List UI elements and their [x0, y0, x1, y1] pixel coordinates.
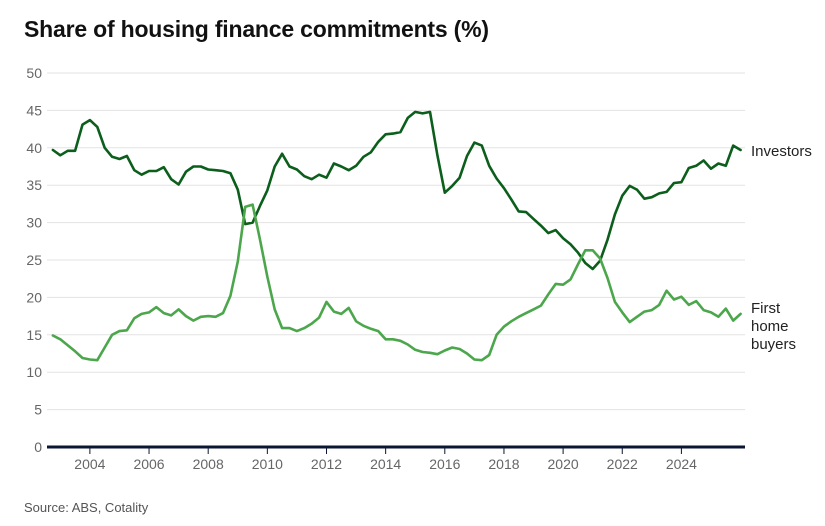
gridlines: [47, 72, 745, 449]
series-label-line: home: [751, 318, 789, 335]
series-label-line: Investors: [751, 143, 812, 160]
y-tick-label-25: 25: [26, 252, 42, 268]
y-tick-label-50: 50: [26, 65, 42, 81]
y-tick-label-30: 30: [26, 215, 42, 231]
series-label-line: buyers: [751, 336, 796, 353]
series-label-line: First: [751, 300, 781, 317]
x-tick-label-2020: 2020: [548, 456, 579, 472]
chart-title: Share of housing finance commitments (%): [24, 16, 489, 42]
series-labels: Investors First home buyers: [751, 143, 812, 353]
x-tick-label-2022: 2022: [607, 456, 638, 472]
y-tick-label-40: 40: [26, 140, 42, 156]
y-tick-label-15: 15: [26, 327, 42, 343]
x-tick-label-2018: 2018: [488, 456, 519, 472]
series-label-investors: Investors: [751, 143, 812, 160]
y-tick-label-0: 0: [34, 439, 42, 455]
y-tick-label-45: 45: [26, 102, 42, 118]
y-axis-ticks: 0 5 10 15 20 25 30 35 40 45 50: [26, 65, 42, 455]
series-label-first-home-buyers: First home buyers: [751, 300, 796, 353]
source-note: Source: ABS, Cotality: [24, 500, 149, 515]
x-tick-label-2004: 2004: [74, 456, 105, 472]
x-tick-label-2024: 2024: [666, 456, 697, 472]
x-tick-label-2016: 2016: [429, 456, 460, 472]
y-tick-label-5: 5: [34, 402, 42, 418]
series-line-first-home-buyers: [51, 203, 742, 362]
x-tick-label-2006: 2006: [133, 456, 164, 472]
y-tick-label-10: 10: [26, 364, 42, 380]
y-tick-label-35: 35: [26, 177, 42, 193]
series-line-investors: [51, 110, 742, 271]
x-tick-label-2008: 2008: [193, 456, 224, 472]
x-tick-label-2014: 2014: [370, 456, 401, 472]
x-tick-label-2010: 2010: [252, 456, 283, 472]
x-axis-ticks: 2004 2006 2008 2010 2012 2014 2016 2018 2020 2022…: [74, 448, 697, 472]
y-tick-label-20: 20: [26, 289, 42, 305]
x-tick-label-2012: 2012: [311, 456, 342, 472]
series-lines: [51, 110, 742, 362]
